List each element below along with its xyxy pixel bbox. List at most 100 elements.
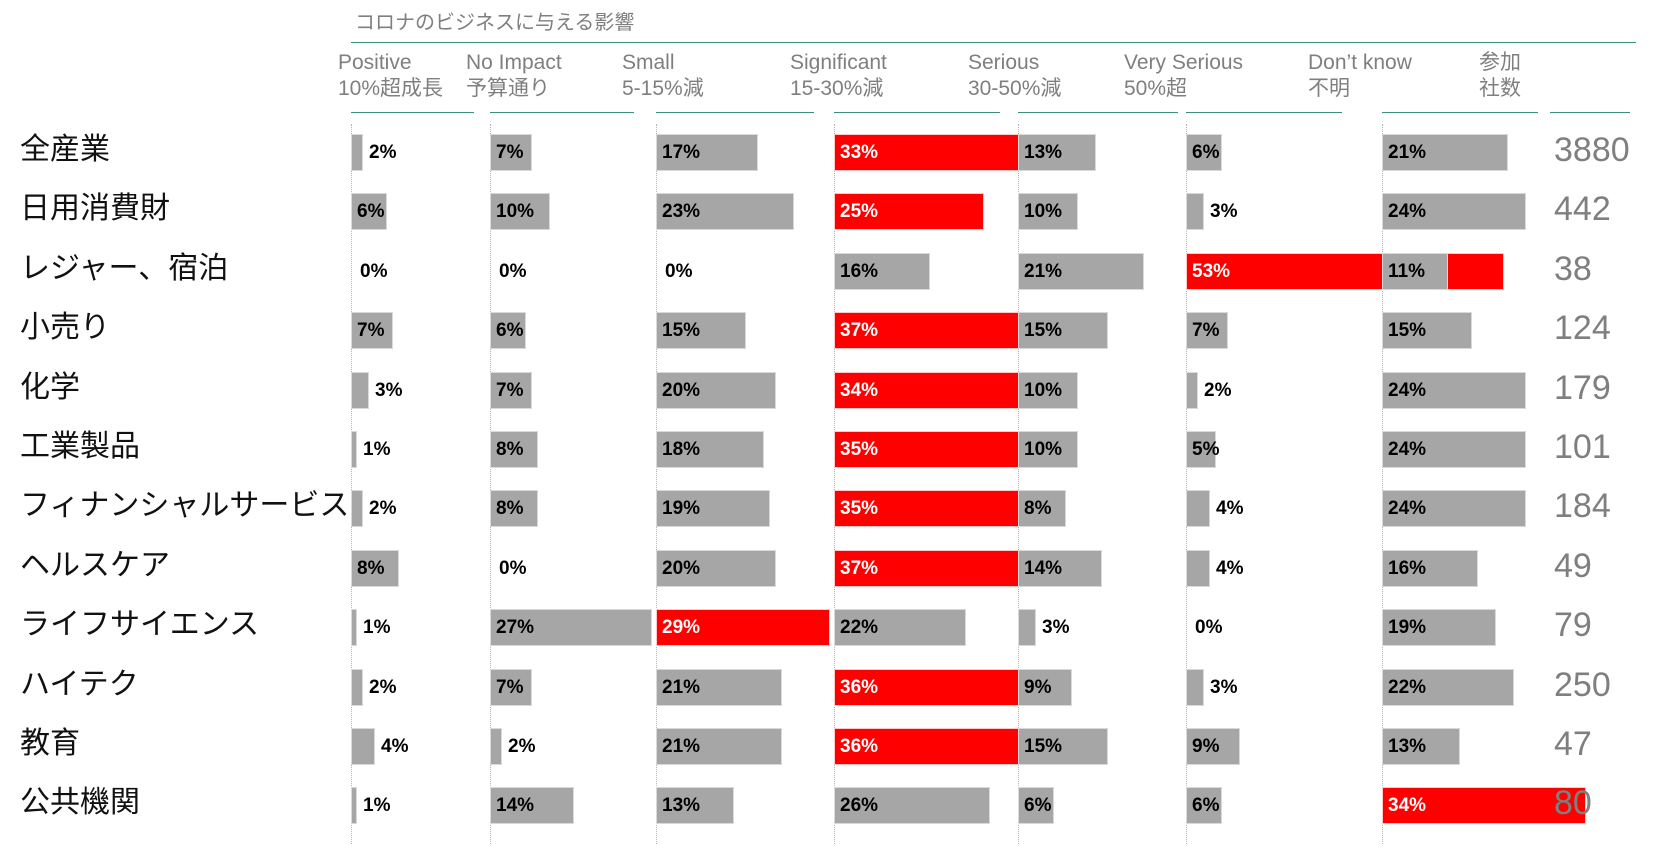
data-label: 36% — [840, 676, 879, 698]
bar — [1018, 312, 1108, 350]
bar — [656, 549, 776, 587]
bar — [1382, 252, 1448, 290]
bar — [656, 668, 782, 706]
data-label: 10% — [1024, 201, 1063, 223]
data-label: 8% — [1024, 498, 1052, 520]
data-label: 6% — [357, 201, 385, 223]
column-header-line2: 5-15%減 — [622, 77, 704, 100]
data-label: 13% — [1024, 142, 1063, 163]
data-label: 2% — [369, 498, 397, 520]
data-label: 7% — [496, 142, 524, 163]
column-axis-positive — [351, 124, 352, 844]
data-label: 33% — [840, 142, 879, 163]
data-label: 37% — [840, 320, 879, 342]
participant-count: 3880 — [1554, 131, 1630, 169]
data-label: 22% — [840, 617, 879, 639]
data-label: 8% — [496, 498, 524, 520]
column-header-line1: Small — [622, 51, 675, 74]
bar — [1186, 549, 1210, 587]
bar — [656, 490, 770, 528]
bar — [351, 728, 375, 765]
data-label: 21% — [662, 736, 701, 757]
bar — [656, 312, 746, 350]
bar — [1018, 609, 1036, 647]
data-label: 24% — [1388, 379, 1427, 401]
data-label: 8% — [357, 557, 385, 579]
row-label: ヘルスケア — [20, 548, 170, 582]
data-label: 34% — [840, 379, 879, 401]
data-label: 2% — [1204, 379, 1232, 401]
bar — [1382, 134, 1508, 171]
data-label: 10% — [496, 201, 535, 223]
bar — [1382, 728, 1460, 765]
data-label: 10% — [1024, 379, 1063, 401]
bar — [351, 787, 357, 825]
column-header-line1: Positive — [338, 51, 412, 74]
column-axis-very-serious — [1186, 124, 1187, 844]
participant-count: 49 — [1554, 546, 1592, 585]
column-header-positive: Positive 10%超成長 — [338, 50, 443, 102]
column-header-line2: 社数 — [1479, 77, 1521, 100]
bar — [656, 609, 830, 647]
bar — [834, 787, 990, 825]
data-label: 20% — [662, 557, 701, 579]
column-header-no-impact: No Impact 予算通り — [466, 50, 562, 102]
data-label: 24% — [1388, 498, 1427, 520]
chart-title: コロナのビジネスに与える影響 — [355, 12, 635, 34]
column-underline-dont-know — [1382, 112, 1538, 113]
column-underline-positive — [351, 112, 474, 113]
data-label: 14% — [1024, 557, 1063, 579]
bar — [1186, 728, 1240, 765]
data-label: 0% — [499, 260, 527, 282]
data-label: 11% — [1388, 260, 1425, 282]
bar — [1018, 668, 1072, 706]
bar — [1018, 787, 1054, 825]
data-label: 7% — [496, 379, 524, 401]
bar — [1382, 609, 1496, 647]
column-header-line2: 不明 — [1308, 77, 1350, 100]
data-label: 22% — [1388, 676, 1427, 698]
bar — [834, 252, 930, 290]
participant-count: 184 — [1554, 487, 1611, 526]
column-axis-significant — [834, 124, 835, 844]
bar — [1186, 193, 1204, 231]
data-label: 1% — [363, 795, 391, 817]
bar — [834, 134, 1032, 171]
column-axis-no-impact — [490, 124, 491, 844]
data-label: 24% — [1388, 201, 1427, 223]
row-label: 化学 — [20, 370, 80, 404]
bar — [834, 668, 1050, 706]
data-label: 53% — [1192, 260, 1231, 282]
bar — [1018, 431, 1078, 468]
bar — [351, 312, 393, 350]
data-label: 16% — [840, 260, 879, 282]
bar — [351, 371, 369, 409]
data-label: 18% — [662, 439, 701, 460]
data-label: 9% — [1192, 736, 1220, 757]
data-label: 17% — [662, 142, 701, 163]
row-label: 工業製品 — [20, 430, 140, 463]
data-label: 25% — [840, 201, 879, 223]
data-label: 20% — [662, 379, 701, 401]
bar — [1018, 728, 1108, 765]
data-label: 10% — [1024, 439, 1063, 460]
column-axis-serious — [1018, 124, 1019, 844]
row-label: レジャー、宿泊 — [20, 251, 229, 285]
bar — [351, 490, 363, 528]
data-label: 16% — [1388, 557, 1427, 579]
bar — [490, 312, 526, 350]
data-label: 26% — [840, 795, 879, 817]
data-label: 4% — [1216, 498, 1244, 520]
column-underline-significant — [834, 112, 1000, 113]
bar — [1382, 549, 1478, 587]
column-underline-no-impact — [490, 112, 634, 113]
data-label: 15% — [1024, 736, 1063, 757]
data-label: 19% — [1388, 617, 1427, 639]
row-label: ハイテク — [20, 667, 139, 701]
bar — [351, 549, 399, 587]
bar — [834, 728, 1050, 765]
participant-count: 101 — [1554, 428, 1611, 466]
bar — [1018, 193, 1078, 231]
bar — [1382, 431, 1526, 468]
